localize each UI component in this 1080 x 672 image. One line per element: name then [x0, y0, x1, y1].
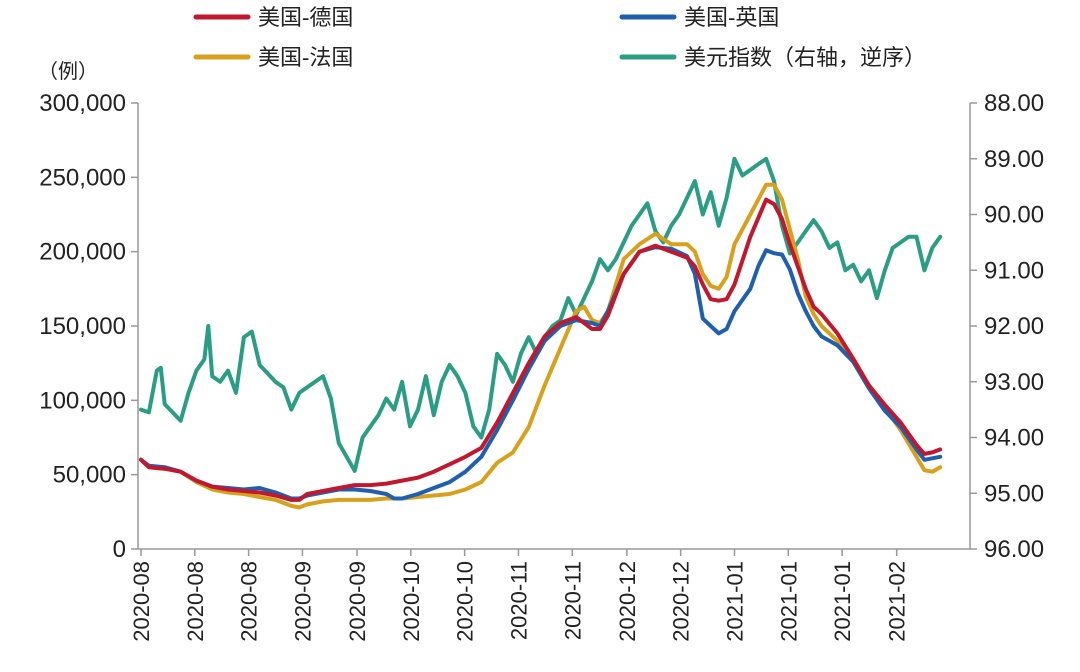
left-tick-label: 300,000 — [39, 90, 126, 117]
series-layer — [139, 156, 943, 510]
left-tick-label: 100,000 — [39, 387, 126, 414]
right-tick-label: 95.00 — [984, 480, 1044, 507]
legend-label: 美国-德国 — [258, 6, 353, 31]
x-tick-label: 2021-01 — [830, 561, 855, 642]
left-tick-label: 250,000 — [39, 164, 126, 191]
right-tick-label: 93.00 — [984, 369, 1044, 396]
right-tick-label: 94.00 — [984, 425, 1044, 452]
x-tick-label: 2020-10 — [453, 561, 478, 642]
x-tick-label: 2020-08 — [237, 561, 262, 642]
right-axis-ticks: 88.00 89.00 90.00 91.00 92.00 93.00 94.00 95.00… — [970, 90, 1044, 563]
x-tick-label: 2021-02 — [885, 561, 910, 642]
legend-label: 美国-英国 — [684, 6, 779, 31]
right-tick-label: 92.00 — [984, 313, 1044, 340]
legend-label: 美元指数（右轴，逆序） — [684, 46, 926, 71]
x-tick-label: 2020-08 — [129, 561, 154, 642]
left-tick-label: 50,000 — [53, 462, 126, 489]
x-tick-label: 2020-11 — [560, 561, 585, 640]
x-tick-label: 2020-12 — [615, 561, 640, 642]
x-tick-label: 2020-11 — [506, 561, 531, 640]
series-line-2 — [139, 182, 943, 510]
left-tick-label: 150,000 — [39, 313, 126, 340]
x-tick-label: 2020-09 — [290, 561, 315, 642]
right-tick-label: 89.00 — [984, 146, 1044, 173]
right-tick-label: 88.00 — [984, 90, 1044, 117]
right-tick-label: 96.00 — [984, 536, 1044, 563]
left-axis-ticks: 0 50,000 100,000 150,000 200,000 250,000 300,0… — [39, 90, 138, 563]
x-tick-label: 2020-08 — [183, 561, 208, 642]
series-line-0 — [139, 197, 943, 502]
right-tick-label: 91.00 — [984, 257, 1044, 284]
left-axis-unit-label: （例） — [38, 59, 98, 83]
x-tick-label: 2021-01 — [722, 561, 747, 642]
legend-label: 美国-法国 — [258, 46, 353, 71]
x-tick-label: 2020-09 — [345, 561, 370, 642]
left-tick-label: 200,000 — [39, 239, 126, 266]
left-tick-label: 0 — [113, 536, 126, 563]
series-line-1 — [139, 245, 943, 501]
x-tick-label: 2020-12 — [669, 561, 694, 642]
x-axis-ticks: 2020-08 2020-08 2020-08 2020-09 2020-09 2020-… — [129, 549, 910, 642]
x-tick-label: 2021-01 — [776, 561, 801, 642]
right-tick-label: 90.00 — [984, 202, 1044, 229]
x-tick-label: 2020-10 — [399, 561, 424, 642]
